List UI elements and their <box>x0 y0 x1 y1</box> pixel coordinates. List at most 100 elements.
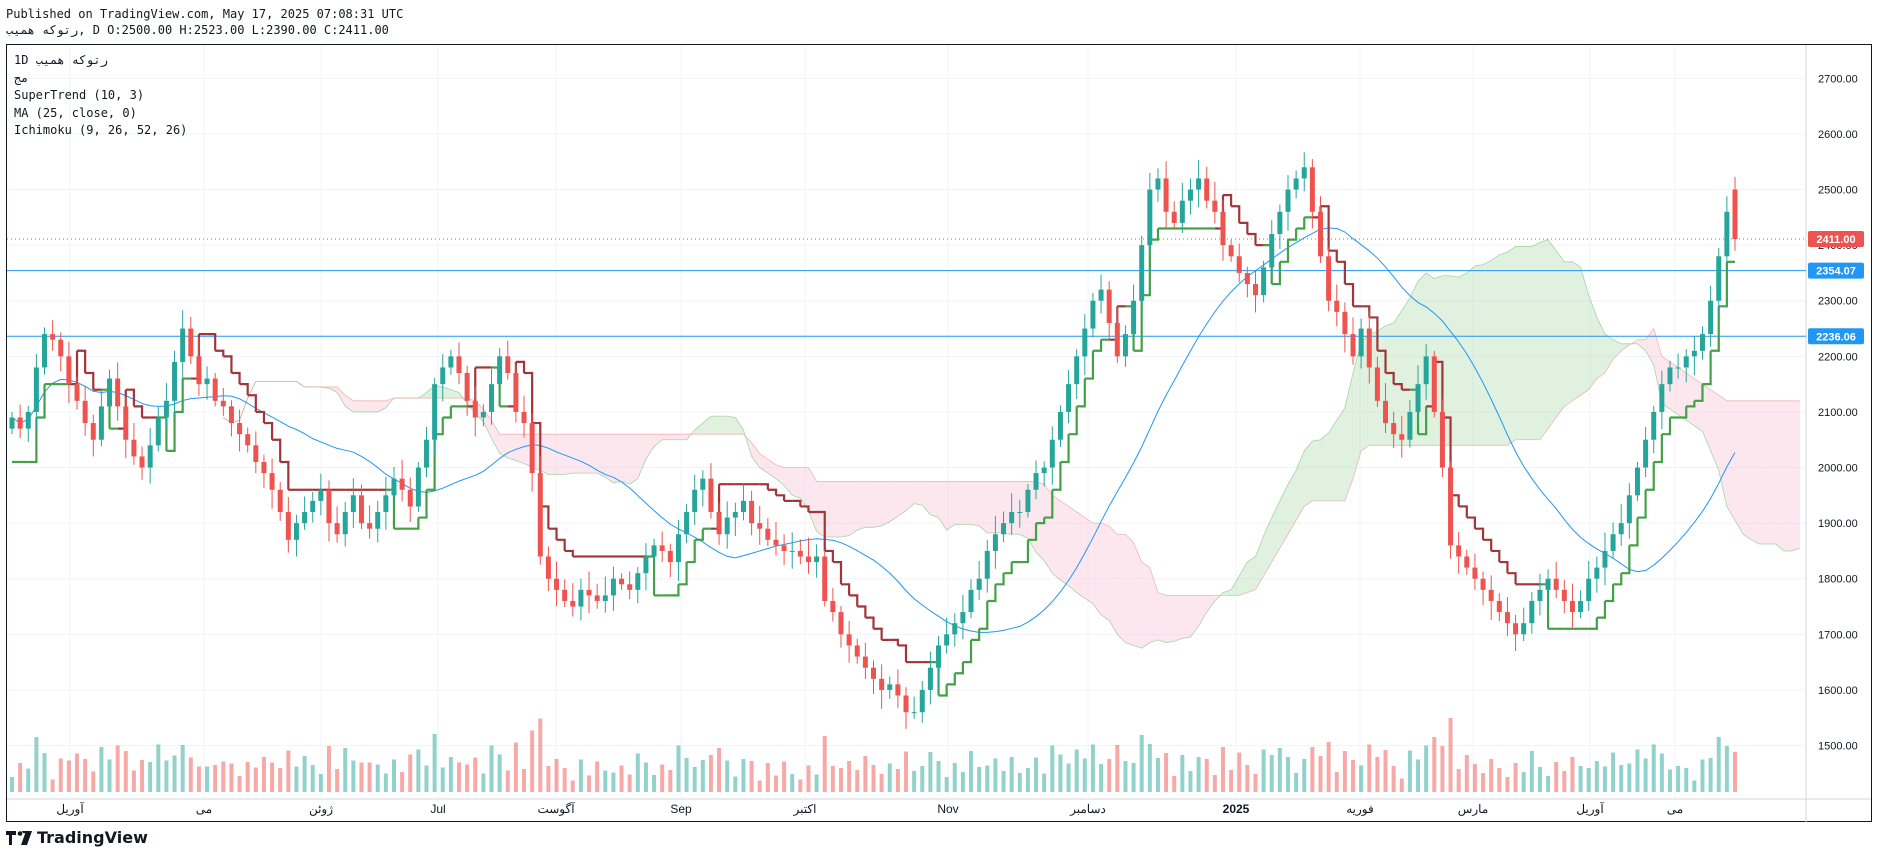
volume-bar <box>513 742 518 792</box>
candle-body <box>895 684 901 696</box>
candle-body <box>903 695 909 713</box>
candle-body <box>708 478 714 513</box>
ichimoku-cloud-segment <box>1287 470 1297 535</box>
candle-body <box>269 473 275 490</box>
ichimoku-cloud-segment <box>954 481 963 525</box>
candle-body <box>1683 356 1689 368</box>
volume-bar <box>359 762 364 792</box>
volume-bar <box>830 766 835 792</box>
ichimoku-cloud-segment <box>1743 400 1752 540</box>
candle-body <box>432 384 438 440</box>
volume-bar <box>1082 758 1087 792</box>
volume-bar <box>725 760 730 792</box>
ichimoku-cloud-segment <box>727 416 736 435</box>
candle-body <box>765 528 771 540</box>
candle-body <box>1586 578 1592 601</box>
volume-bar <box>1570 757 1575 792</box>
candle-body <box>537 473 543 557</box>
moving-average-line <box>11 227 1736 633</box>
candle-body <box>529 423 535 474</box>
supertrend-segment <box>1507 572 1517 585</box>
supertrend-segment <box>962 639 973 664</box>
ichimoku-cloud-segment <box>849 481 858 536</box>
ichimoku-cloud-segment <box>946 481 955 531</box>
ichimoku-span-b <box>223 327 1801 596</box>
supertrend-segment <box>255 410 266 424</box>
candle-body <box>253 445 259 462</box>
candle-body <box>1578 600 1584 613</box>
candle-body <box>464 373 470 401</box>
tradingview-logo: TradingView <box>6 828 148 847</box>
candle-body <box>1017 512 1023 514</box>
candle-body <box>1220 211 1226 246</box>
supertrend-segment <box>849 594 859 607</box>
volume-bar <box>822 736 827 792</box>
ichimoku-cloud-segment <box>1735 400 1744 535</box>
candle-body <box>635 573 641 590</box>
legend-supertrend[interactable]: SuperTrend (10, 3) <box>14 88 145 102</box>
candle-body <box>375 512 381 529</box>
ichimoku-cloud-segment <box>645 434 655 460</box>
ichimoku-cloud-segment <box>1564 261 1573 407</box>
volume-bar <box>1643 758 1648 792</box>
supertrend-segment <box>1027 523 1038 541</box>
volume-bar <box>424 765 429 792</box>
candle-body <box>1480 578 1486 590</box>
supertrend-segment <box>515 360 526 374</box>
candle-body <box>74 384 80 401</box>
volume-bar <box>318 774 323 792</box>
candle-body <box>627 584 633 590</box>
volume-bar <box>1351 760 1356 792</box>
volume-bar <box>1586 768 1591 792</box>
candle-body <box>1724 211 1730 257</box>
volume-bar <box>83 759 88 792</box>
ichimoku-cloud-segment <box>914 481 923 506</box>
volume-bar <box>1619 765 1624 792</box>
candle-body <box>1293 178 1299 190</box>
supertrend-segment <box>1604 584 1615 603</box>
volume-bar <box>1407 750 1412 792</box>
supertrend-segment <box>1052 461 1062 491</box>
volume-bar <box>164 760 169 792</box>
volume-bar <box>1261 749 1266 792</box>
y-tick-label: 1800.00 <box>1818 574 1858 586</box>
candle-body <box>797 550 803 557</box>
ichimoku-cloud-segment <box>1474 264 1484 446</box>
candle-body <box>1261 267 1267 296</box>
volume-bar <box>912 771 917 792</box>
ichimoku-cloud-segment <box>1531 242 1540 440</box>
volume-bar <box>1367 744 1372 792</box>
volume-bar <box>969 751 974 792</box>
ichimoku-cloud-segment <box>906 481 915 511</box>
ichimoku-cloud-segment <box>580 434 590 474</box>
supertrend-segment <box>1019 539 1030 564</box>
ichimoku-cloud-segment <box>1060 500 1069 586</box>
ichimoku-cloud-segment <box>1296 450 1305 521</box>
volume-bar <box>465 764 470 792</box>
candle-body <box>1569 600 1575 613</box>
volume-bar <box>1700 759 1705 792</box>
ichimoku-cloud-segment <box>1052 495 1061 581</box>
volume-bar <box>660 764 665 792</box>
ichimoku-cloud-segment <box>1271 500 1280 563</box>
legend-ichimoku[interactable]: Ichimoku (9, 26, 52, 26) <box>14 123 188 137</box>
volume-bar <box>326 746 331 792</box>
candle-body <box>1350 334 1356 357</box>
x-tick-label: آوریل <box>56 801 84 816</box>
volume-bar <box>448 757 453 792</box>
supertrend-segment <box>1450 494 1460 507</box>
legend-ma[interactable]: MA (25, close, 0) <box>14 105 137 120</box>
volume-bar <box>148 762 153 792</box>
candle-body <box>960 612 966 624</box>
volume-bar <box>1440 746 1445 792</box>
ichimoku-cloud-segment <box>1336 407 1345 501</box>
ichimoku-cloud-segment <box>1450 275 1459 446</box>
ichimoku-cloud-segment <box>1206 595 1215 613</box>
volume-bar <box>245 762 250 792</box>
supertrend-segment <box>410 517 420 530</box>
supertrend-segment <box>1637 489 1647 519</box>
supertrend-segment <box>1141 239 1151 297</box>
candle-body <box>1448 467 1454 546</box>
volume-bar <box>1472 764 1477 792</box>
